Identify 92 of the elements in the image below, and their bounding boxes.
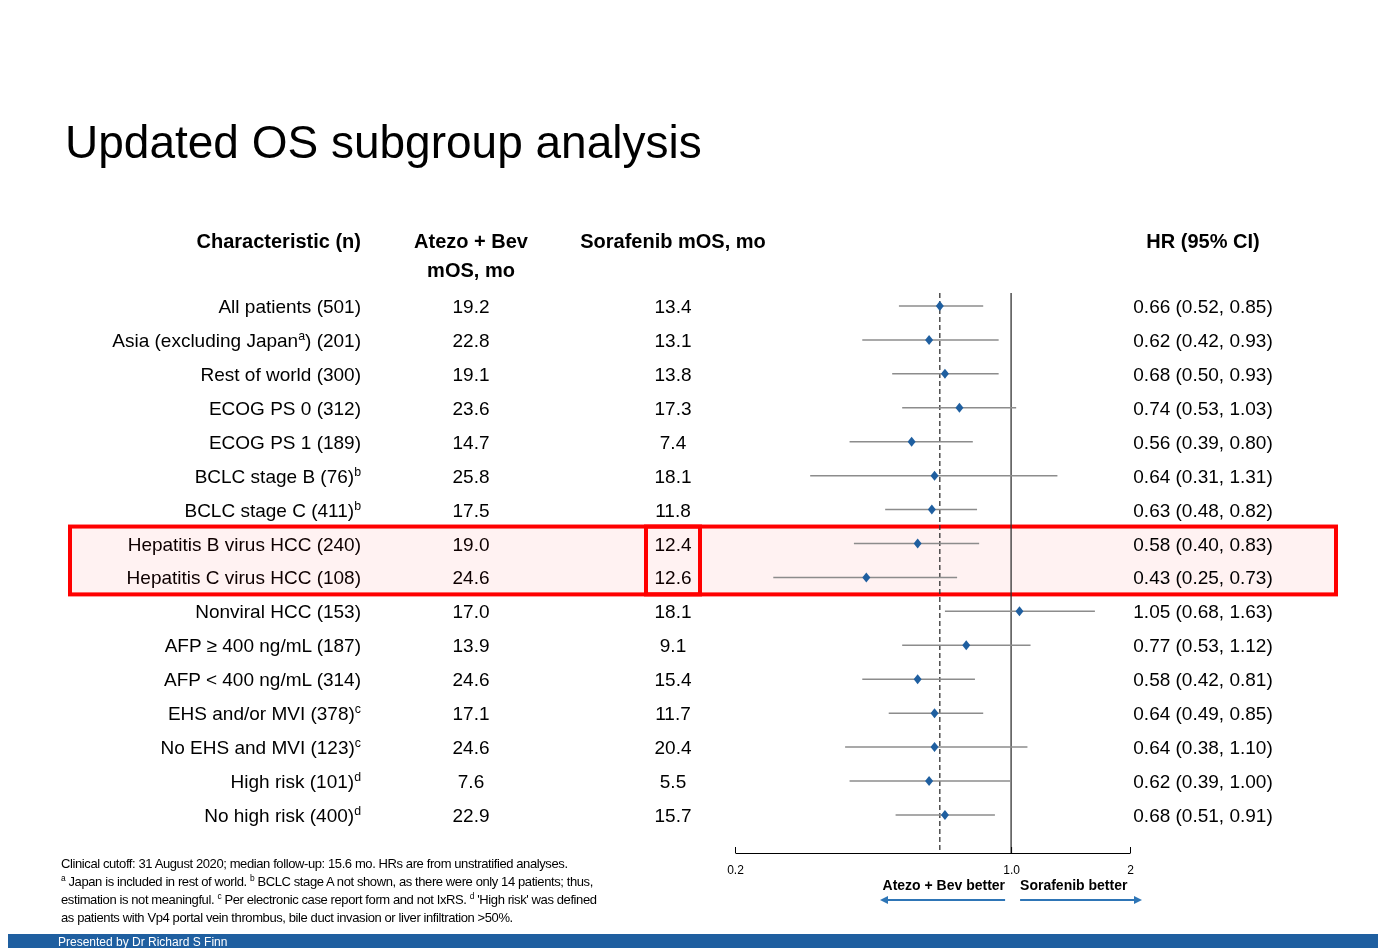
data-label: 0.58 (0.42, 0.81)	[1133, 669, 1273, 691]
data-label: 0.62 (0.42, 0.93)	[1133, 329, 1273, 351]
data-label: 0.62 (0.39, 1.00)	[1133, 771, 1273, 793]
x-tick-label: 2	[1127, 862, 1135, 877]
data-label: 17.5	[452, 499, 490, 521]
data-label: 24.6	[452, 737, 490, 759]
point	[935, 301, 944, 311]
data-label: 9.1	[659, 635, 687, 657]
point	[930, 742, 939, 753]
data-label: 0.64 (0.31, 1.31)	[1133, 465, 1273, 487]
data-label: 0.64 (0.49, 0.85)	[1133, 703, 1273, 725]
data-label: 22.9	[452, 804, 490, 826]
category-label: Hepatitis B virus HCC (240)	[127, 533, 361, 555]
data-label: 13.9	[452, 635, 490, 657]
category-label: No high risk (400)$^{d}$	[204, 803, 362, 826]
category-label: High risk (101)$^{d}$	[230, 770, 362, 793]
text: Atezo + Bev better	[882, 877, 1006, 893]
point	[927, 504, 936, 515]
data-label: 7.6	[457, 771, 485, 793]
data-label: 0.74 (0.53, 1.03)	[1133, 397, 1273, 419]
data-label: 11.7	[655, 703, 691, 725]
data-label: 19.1	[452, 363, 490, 385]
data-label: 17.3	[654, 397, 692, 419]
point	[940, 368, 949, 379]
data-label: 0.66 (0.52, 0.85)	[1133, 296, 1273, 317]
category-label: BCLC stage C (411)$^{b}$	[184, 498, 362, 521]
data-label: 0.64 (0.38, 1.10)	[1133, 737, 1273, 759]
data-label: 0.58 (0.40, 0.83)	[1133, 533, 1273, 555]
data-label: 15.7	[654, 804, 692, 826]
text: Updated OS subgroup analysis	[65, 116, 702, 168]
point	[925, 334, 934, 345]
category-label: ECOG PS 1 (189)	[208, 431, 361, 453]
text: as patients with Vp4 portal vein thrombus, bile duct invasion or liver infiltration >50%.	[61, 910, 513, 925]
text: Sorafenib better	[1020, 877, 1128, 893]
text: $^{a}$ Japan is included in rest of world. $^{b}$ BCLC stage A not shown, as there were only 14 patients; thus,	[61, 873, 593, 889]
category-label: BCLC stage B (76)$^{b}$	[194, 464, 362, 487]
category-label: Nonviral HCC (153)	[195, 601, 361, 623]
data-label: 23.6	[452, 397, 490, 419]
data-label: 12.6	[654, 567, 692, 589]
text: Presented by Dr Richard S Finn	[58, 935, 228, 949]
data-label: 1.05 (0.68, 1.63)	[1133, 601, 1273, 623]
text: HR (95% CI)	[1146, 230, 1260, 252]
category-label: All patients (501)	[218, 296, 361, 317]
data-label: 22.8	[452, 329, 490, 351]
x-tick-label: 0.2	[727, 862, 745, 877]
point	[925, 776, 934, 787]
category-label: EHS and/or MVI (378)$^{c}$	[167, 702, 361, 725]
data-label: 0.68 (0.50, 0.93)	[1133, 363, 1273, 385]
data-label: 7.4	[659, 431, 687, 453]
point	[930, 470, 939, 481]
data-label: 19.2	[452, 296, 490, 317]
data-label: 0.56 (0.39, 0.80)	[1133, 431, 1273, 453]
category-label: ECOG PS 0 (312)	[208, 397, 361, 419]
data-label: 17.1	[452, 703, 490, 725]
data-label: 13.4	[654, 296, 692, 317]
data-label: 13.8	[654, 363, 692, 385]
category-label: Asia (excluding Japan$^{a}$) (201)	[112, 328, 361, 351]
point	[955, 402, 964, 413]
category-label: Hepatitis C virus HCC (108)	[126, 567, 361, 589]
data-label: 0.77 (0.53, 1.12)	[1133, 635, 1273, 657]
text: estimation is not meaningful. $^{c}$ Per electronic case report form and not IxRS. $^{d}$ 'High risk' was defined	[61, 891, 597, 907]
point	[930, 708, 939, 719]
data-label: 20.4	[654, 737, 692, 759]
data-label: 5.5	[659, 771, 687, 793]
x-tick-label: 1.0	[1003, 862, 1021, 877]
data-label: 15.4	[654, 669, 692, 691]
point	[962, 640, 971, 651]
data-label: 18.1	[654, 601, 692, 623]
category-label: AFP ≥ 400 ng/mL (187)	[164, 635, 361, 657]
data-label: 11.8	[655, 499, 691, 521]
point	[913, 674, 922, 685]
data-label: 12.4	[654, 533, 692, 555]
data-label: 13.1	[654, 329, 692, 351]
legend-label: Atezo + Bev mOS, mo	[414, 230, 529, 281]
data-label: 0.43 (0.25, 0.73)	[1133, 567, 1273, 589]
category-label: No EHS and MVI (123)$^{c}$	[160, 736, 361, 759]
data-label: 18.1	[654, 465, 692, 487]
data-label: 25.8	[452, 465, 490, 487]
legend-label: Sorafenib mOS, mo	[580, 230, 766, 252]
data-label: 0.63 (0.48, 0.82)	[1133, 499, 1273, 521]
data-label: 17.0	[452, 601, 490, 623]
category-label: AFP < 400 ng/mL (314)	[164, 669, 361, 691]
text: Clinical cutoff: 31 August 2020; median follow-up: 15.6 mo. HRs are from unstratified analyses.	[61, 856, 568, 871]
category-label: Rest of world (300)	[200, 363, 361, 385]
y-axis-title: Characteristic (n)	[196, 230, 361, 252]
data-label: 19.0	[452, 533, 490, 555]
point	[940, 809, 949, 820]
data-label: 24.6	[452, 567, 490, 589]
data-label: 24.6	[452, 669, 490, 691]
point	[913, 538, 922, 549]
data-label: 14.7	[452, 431, 490, 453]
data-label: 0.68 (0.51, 0.91)	[1133, 804, 1273, 826]
